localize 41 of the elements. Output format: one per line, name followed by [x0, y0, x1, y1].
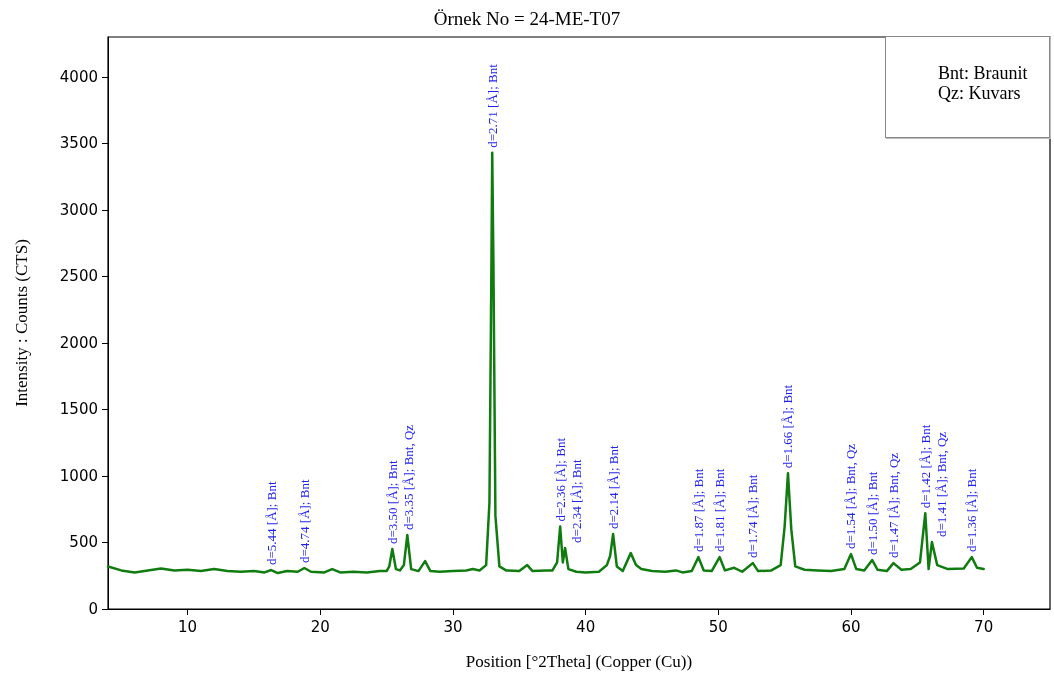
y-tick-label: 1000	[59, 466, 98, 485]
annotation: d=1.87 [Å]; Bnt	[690, 468, 706, 553]
annotation: d=3.35 [Å]; Bnt, Qz	[400, 424, 416, 531]
annotation: d=1.54 [Å]; Bnt, Qz	[843, 443, 859, 550]
annotation: d=2.71 [Å]; Bnt	[484, 63, 500, 148]
annotation: d=5.44 [Å]; Bnt	[263, 481, 279, 566]
x-tick-label: 30	[443, 617, 463, 636]
y-tick-label: 2000	[59, 333, 98, 352]
annotation: d=1.42 [Å]; Bnt	[917, 424, 933, 509]
x-tick-label: 10	[178, 617, 198, 636]
annotation: Qz: Kuvars	[938, 83, 1022, 103]
annotation: d=1.74 [Å]; Bnt	[745, 474, 761, 559]
note-box: Bnt: Braunit Qz: Kuvars	[885, 36, 1050, 138]
annotation: d=1.36 [Å]; Bnt	[964, 468, 980, 553]
chart-title: Örnek No = 24-ME-T07	[433, 8, 621, 29]
y-tick-label: 1500	[59, 400, 98, 419]
annotation: d=4.74 [Å]; Bnt	[296, 479, 312, 564]
x-tick-label: 50	[708, 617, 728, 636]
x-axis-title: Position [°2Theta] (Copper (Cu))	[465, 652, 693, 671]
annotation: d=1.47 [Å]; Bnt, Qz	[885, 452, 901, 559]
annotation: d=2.14 [Å]; Bnt	[605, 445, 621, 529]
annotation: d=2.36 [Å]; Bnt	[552, 437, 568, 522]
y-tick-label: 4000	[59, 67, 98, 86]
y-tick-label: 3500	[59, 134, 98, 153]
y-tick-label: 500	[69, 533, 98, 552]
x-tick-label: 60	[841, 617, 861, 636]
annotation: d=1.50 [Å]; Bnt	[864, 471, 880, 556]
y-tick-label: 3000	[59, 200, 98, 219]
y-tick-label: 0	[88, 600, 98, 618]
line-series	[106, 151, 985, 575]
annotation: d=1.81 [Å]; Bnt	[712, 468, 728, 553]
x-tick-label: 20	[310, 617, 330, 636]
y-axis-title: Intensity : Counts (CTS)	[12, 239, 31, 407]
x-tick-label: 40	[576, 617, 596, 636]
annotation: d=2.34 [Å]; Bnt	[568, 459, 584, 543]
annotation: Bnt: Braunit	[938, 63, 1029, 83]
annotation: d=1.41 [Å]; Bnt, Qz	[933, 431, 949, 538]
annotation: d=3.50 [Å]; Bnt	[384, 460, 400, 545]
y-tick-label: 2500	[59, 267, 98, 286]
annotation: d=1.66 [Å]; Bnt	[780, 384, 796, 469]
x-tick-label: 70	[974, 617, 994, 636]
